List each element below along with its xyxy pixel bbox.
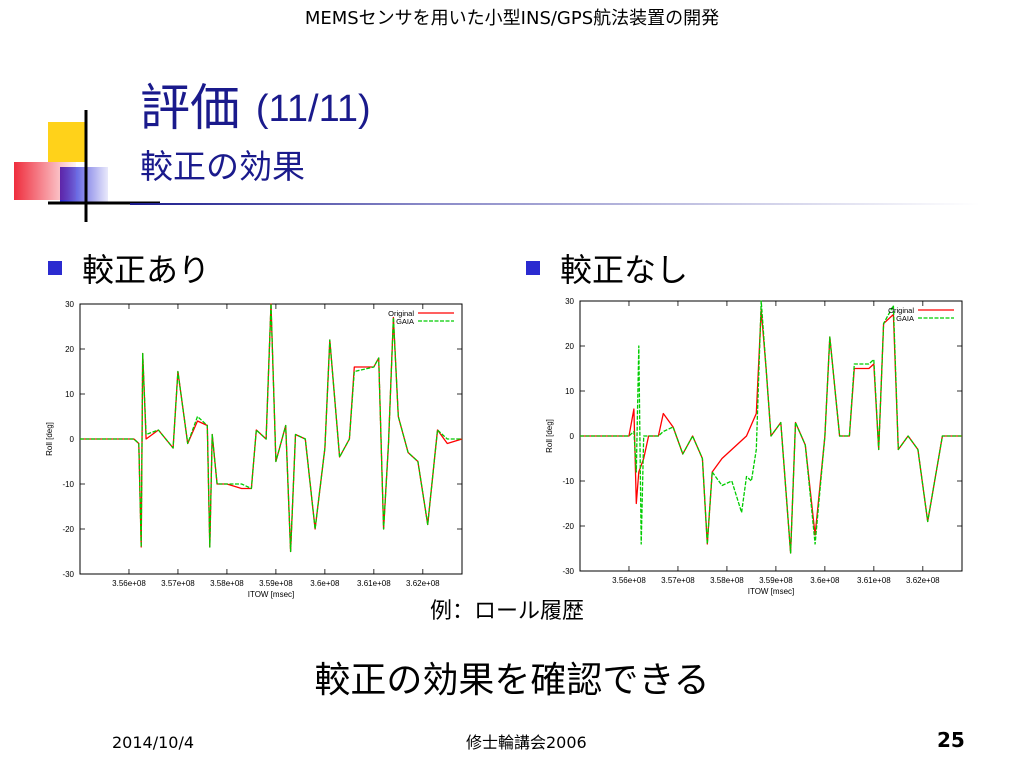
conclusion-text: 較正の効果を確認できる — [314, 660, 710, 701]
x-tick-label: 3.57e+08 — [161, 579, 195, 588]
legend-label: Original — [888, 306, 914, 315]
title-decoration — [14, 110, 160, 222]
title-underline — [130, 203, 980, 205]
x-axis-label: ITOW [msec] — [748, 587, 795, 596]
y-tick-label: 20 — [65, 345, 74, 354]
y-tick-label: 30 — [65, 300, 74, 309]
x-tick-label: 3.61e+08 — [857, 576, 891, 585]
plot-frame — [79, 303, 463, 575]
y-axis-label: Roll [deg] — [45, 422, 54, 456]
bullet-square-icon — [526, 261, 540, 275]
roll-chart-uncalibrated: -30 -20 -10 0 10 20 30 3.56e+08 3.57e+08 3.58e+08… — [545, 297, 963, 596]
x-tick-label: 3.57e+08 — [661, 576, 695, 585]
bullet-square-icon — [48, 261, 62, 275]
slide-title-text: 評価 — [140, 79, 240, 137]
x-tick-label: 3.62e+08 — [406, 579, 440, 588]
page-number: 25 — [937, 728, 965, 752]
y-tick-label: -30 — [562, 567, 574, 576]
y-tick-label: 0 — [570, 432, 575, 441]
x-tick-label: 3.58e+08 — [710, 576, 744, 585]
y-tick-label: 20 — [565, 342, 574, 351]
series-line-gaia — [580, 300, 962, 554]
x-tick-label: 3.56e+08 — [612, 576, 646, 585]
legend-label: GAIA — [896, 314, 914, 323]
y-tick-label: -20 — [62, 525, 74, 534]
bullet-label: 較正あり — [82, 251, 211, 289]
footer-title: 修士輪講会2006 — [466, 733, 587, 752]
bullet-calibrated: 較正あり — [48, 248, 210, 292]
chart-caption: 例：ロール履歴 — [430, 599, 585, 624]
x-tick-label: 3.59e+08 — [759, 576, 793, 585]
slide-header: MEMSセンサを用いた小型INS/GPS航法装置の開発 — [304, 8, 720, 29]
slide-subtitle: 較正の効果 — [140, 147, 305, 186]
x-tick-label: 3.56e+08 — [112, 579, 146, 588]
series-line-gaia — [80, 303, 462, 553]
footer-date: 2014/10/4 — [112, 733, 195, 752]
x-tick-label: 3.61e+08 — [357, 579, 391, 588]
y-tick-label: -10 — [62, 480, 74, 489]
bullet-uncalibrated: 較正なし — [526, 248, 688, 292]
roll-chart-calibrated: -30 -20 -10 0 10 20 30 3.56e+08 3.57e+08 3.58e+08… — [45, 300, 463, 599]
legend-label: Original — [388, 309, 414, 318]
y-tick-label: 0 — [70, 435, 75, 444]
y-tick-label: 10 — [65, 390, 74, 399]
y-axis-label: Roll [deg] — [545, 419, 554, 453]
x-tick-label: 3.62e+08 — [906, 576, 940, 585]
y-tick-label: -30 — [62, 570, 74, 579]
slide-title: 評価 (11/11) — [140, 78, 371, 139]
x-tick-label: 3.59e+08 — [259, 579, 293, 588]
x-tick-label: 3.6e+08 — [810, 576, 840, 585]
y-tick-label: 30 — [565, 297, 574, 306]
bullet-label: 較正なし — [560, 251, 689, 289]
x-tick-label: 3.6e+08 — [310, 579, 340, 588]
x-tick-label: 3.58e+08 — [210, 579, 244, 588]
y-tick-label: 10 — [565, 387, 574, 396]
legend-label: GAIA — [396, 317, 414, 326]
deco-yellow-square — [48, 122, 86, 162]
deco-red-bar — [14, 162, 76, 200]
y-tick-label: -20 — [562, 522, 574, 531]
x-axis-label: ITOW [msec] — [248, 590, 295, 599]
slide-title-number: (11/11) — [255, 88, 371, 130]
y-tick-label: -10 — [562, 477, 574, 486]
